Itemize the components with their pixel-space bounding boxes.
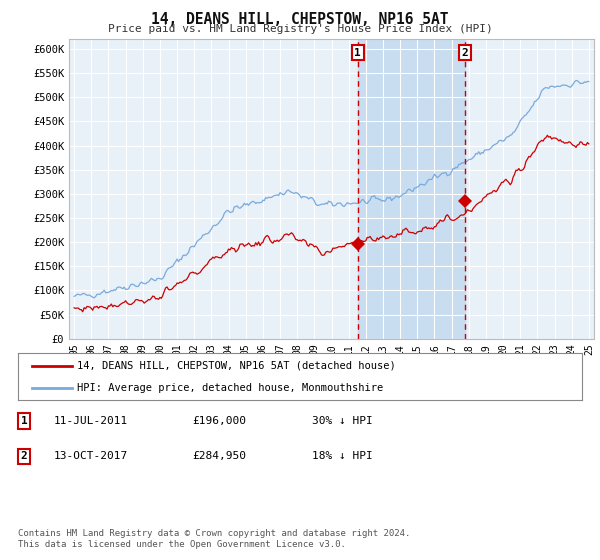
Text: Price paid vs. HM Land Registry's House Price Index (HPI): Price paid vs. HM Land Registry's House … <box>107 24 493 34</box>
Text: 1: 1 <box>20 416 28 426</box>
Text: 14, DEANS HILL, CHEPSTOW, NP16 5AT: 14, DEANS HILL, CHEPSTOW, NP16 5AT <box>151 12 449 27</box>
Text: HPI: Average price, detached house, Monmouthshire: HPI: Average price, detached house, Monm… <box>77 382 383 393</box>
Text: 1: 1 <box>355 48 361 58</box>
Text: 30% ↓ HPI: 30% ↓ HPI <box>312 416 373 426</box>
Bar <box>358 39 465 339</box>
Text: £196,000: £196,000 <box>192 416 246 426</box>
Text: 2: 2 <box>462 48 469 58</box>
Text: 2: 2 <box>20 451 28 461</box>
Text: £284,950: £284,950 <box>192 451 246 461</box>
Text: 11-JUL-2011: 11-JUL-2011 <box>54 416 128 426</box>
Text: 18% ↓ HPI: 18% ↓ HPI <box>312 451 373 461</box>
Text: Contains HM Land Registry data © Crown copyright and database right 2024.
This d: Contains HM Land Registry data © Crown c… <box>18 529 410 549</box>
Text: 14, DEANS HILL, CHEPSTOW, NP16 5AT (detached house): 14, DEANS HILL, CHEPSTOW, NP16 5AT (deta… <box>77 361 396 371</box>
Text: 13-OCT-2017: 13-OCT-2017 <box>54 451 128 461</box>
